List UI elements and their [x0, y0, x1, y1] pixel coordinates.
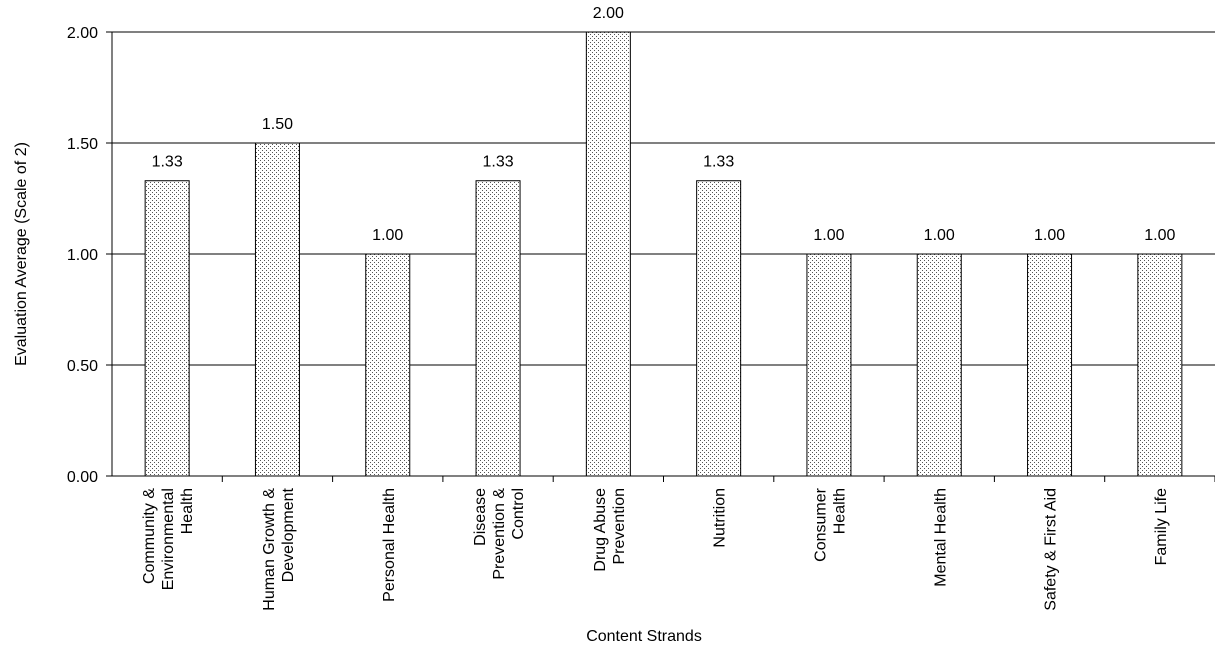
category-label-line: Drug Abuse: [592, 488, 609, 572]
category-label-line: Health: [831, 488, 848, 534]
bar: [365, 253, 411, 477]
data-label: 1.00: [1144, 227, 1175, 244]
bar: [696, 180, 742, 477]
x-category-label: Family Life: [1153, 488, 1170, 565]
category-label-line: Prevention: [611, 488, 628, 565]
bar: [916, 253, 962, 477]
x-category-label: Safety & First Aid: [1043, 488, 1060, 611]
data-label: 1.00: [372, 227, 403, 244]
bar: [806, 253, 852, 477]
category-label-line: Community &: [141, 488, 158, 584]
x-category-labels: Community & Environmental Health Human Grow…: [141, 487, 1170, 610]
y-tick-label: 1.00: [67, 247, 98, 264]
data-label: 1.50: [262, 116, 293, 133]
category-label-line: Nutrition: [712, 488, 729, 548]
x-category-label: Mental Health: [932, 488, 949, 587]
y-tick-label: 0.00: [67, 469, 98, 486]
x-category-label: Community & Environmental Health: [141, 488, 196, 591]
category-label-line: Human Growth &: [261, 488, 278, 611]
x-category-label: Consumer Health: [812, 487, 848, 561]
y-tick-label: 0.50: [67, 358, 98, 375]
y-tick-label: 2.00: [67, 25, 98, 42]
y-axis-title: Evaluation Average (Scale of 2): [13, 142, 30, 366]
category-label-line: Consumer: [812, 487, 829, 561]
x-category-label: Nutrition: [712, 488, 729, 548]
category-label-line: Control: [510, 488, 527, 540]
y-tick-label: 1.50: [67, 136, 98, 153]
category-label-line: Family Life: [1153, 488, 1170, 565]
x-category-label: Disease Prevention & Control: [472, 488, 527, 580]
data-label: 2.00: [593, 5, 624, 22]
x-category-label: Personal Health: [381, 488, 398, 602]
data-label: 1.33: [152, 154, 183, 171]
category-label-line: Development: [280, 487, 297, 582]
category-label-line: Safety & First Aid: [1043, 488, 1060, 611]
category-label-line: Environmental: [160, 488, 177, 590]
data-label: 1.00: [813, 227, 844, 244]
category-label-line: Disease: [472, 488, 489, 546]
y-ticks: 0.00 0.50 1.00 1.50 2.00: [67, 25, 1215, 486]
x-category-label: Human Growth & Development: [261, 487, 297, 610]
data-label: 1.33: [482, 154, 513, 171]
data-label: 1.00: [924, 227, 955, 244]
category-label-line: Prevention &: [491, 488, 508, 580]
bar: [1027, 253, 1073, 477]
bars: [144, 31, 1183, 477]
category-label-line: Mental Health: [932, 488, 949, 587]
x-category-label: Drug Abuse Prevention: [592, 488, 628, 572]
bar: [1137, 253, 1183, 477]
category-label-line: Personal Health: [381, 488, 398, 602]
data-label: 1.33: [703, 154, 734, 171]
bar: [585, 31, 631, 477]
bar: [475, 180, 521, 477]
data-label: 1.00: [1034, 227, 1065, 244]
x-axis-title: Content Strands: [586, 628, 702, 645]
category-label-line: Health: [179, 488, 196, 534]
bar: [254, 142, 300, 477]
data-labels: 1.33 1.50 1.00 1.33 2.00 1.33 1.00 1.00 1.00 1.00: [152, 5, 1176, 244]
bar: [144, 180, 190, 477]
